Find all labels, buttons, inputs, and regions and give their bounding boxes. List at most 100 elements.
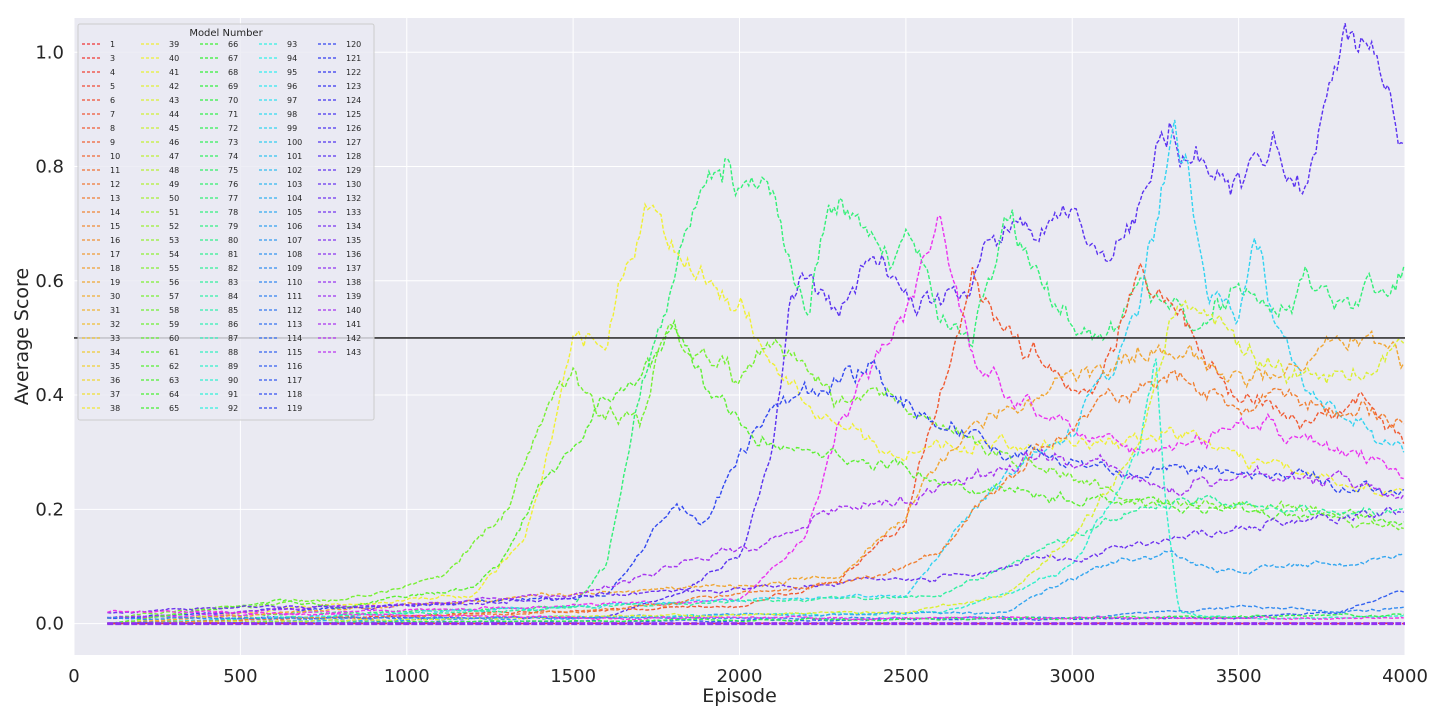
legend-label: 11 xyxy=(110,166,120,175)
legend-label: 31 xyxy=(110,306,120,315)
legend-label: 10 xyxy=(110,152,120,161)
legend-label: 81 xyxy=(228,250,238,259)
legend-label: 142 xyxy=(346,334,361,343)
legend-label: 107 xyxy=(287,236,302,245)
legend-label: 128 xyxy=(346,152,361,161)
legend-box xyxy=(77,23,375,421)
legend-label: 118 xyxy=(287,390,302,399)
legend-label: 15 xyxy=(110,222,120,231)
legend-label: 35 xyxy=(110,362,120,371)
legend-label: 59 xyxy=(169,320,179,329)
legend-label: 84 xyxy=(228,292,238,301)
legend-label: 104 xyxy=(287,194,302,203)
legend-label: 126 xyxy=(346,124,361,133)
legend-label: 95 xyxy=(287,68,297,77)
legend-label: 69 xyxy=(228,82,238,91)
legend-label: 91 xyxy=(228,390,238,399)
legend-label: 72 xyxy=(228,124,238,133)
legend-label: 39 xyxy=(169,40,179,49)
series-line-97 xyxy=(107,119,1405,625)
series-line-103 xyxy=(107,604,1404,621)
legend-label: 108 xyxy=(287,250,302,259)
legend-label: 79 xyxy=(228,222,238,231)
legend-label: 64 xyxy=(169,390,179,399)
legend-label: 18 xyxy=(110,264,120,273)
legend-label: 5 xyxy=(110,82,115,91)
legend-label: 136 xyxy=(346,250,361,259)
legend-label: 105 xyxy=(287,208,302,217)
legend-label: 65 xyxy=(169,404,179,413)
legend-label: 85 xyxy=(228,306,238,315)
y-tick-label: 0.0 xyxy=(35,614,64,635)
legend-label: 115 xyxy=(287,348,302,357)
legend-label: 82 xyxy=(228,264,238,273)
series-line-20b xyxy=(107,368,1405,625)
legend-label: 54 xyxy=(169,250,179,259)
legend-label: 86 xyxy=(228,320,238,329)
legend-label: 47 xyxy=(169,152,179,161)
legend-label: 92 xyxy=(228,404,238,413)
x-tick-label: 4000 xyxy=(1382,666,1428,687)
x-tick-label: 2000 xyxy=(717,666,763,687)
legend-label: 112 xyxy=(287,306,302,315)
series-line-125 xyxy=(107,506,1404,614)
legend-label: 99 xyxy=(287,124,297,133)
x-tick-label: 2500 xyxy=(883,666,929,687)
legend-label: 41 xyxy=(169,68,179,77)
legend-label: 103 xyxy=(287,180,302,189)
legend-label: 130 xyxy=(346,180,361,189)
series-line-57 xyxy=(107,323,1404,619)
legend-label: 48 xyxy=(169,166,179,175)
legend-label: 97 xyxy=(287,96,297,105)
legend-label: 34 xyxy=(110,348,120,357)
legend-label: 9 xyxy=(110,138,115,147)
legend-label: 80 xyxy=(228,236,238,245)
legend-label: 43 xyxy=(169,96,179,105)
series-line-69 xyxy=(107,157,1405,619)
legend-label: 114 xyxy=(287,334,302,343)
legend-label: 117 xyxy=(287,376,302,385)
x-tick-label: 3500 xyxy=(1216,666,1262,687)
legend-label: 143 xyxy=(346,348,361,357)
legend-label: 116 xyxy=(287,362,302,371)
legend: Model Number 134567891011121314151617181… xyxy=(77,23,375,421)
legend-label: 88 xyxy=(228,348,238,357)
legend-label: 37 xyxy=(110,390,120,399)
y-tick-label: 0.4 xyxy=(35,385,64,406)
legend-label: 123 xyxy=(346,82,361,91)
x-tick-labels: 0 500 1000 1500 2000 2500 3000 3500 4000 xyxy=(68,666,1428,687)
legend-label: 67 xyxy=(228,54,238,63)
legend-label: 111 xyxy=(287,292,302,301)
legend-label: 113 xyxy=(287,320,302,329)
legend-label: 7 xyxy=(110,110,115,119)
legend-label: 141 xyxy=(346,320,361,329)
legend-label: 70 xyxy=(228,96,238,105)
legend-label: 4 xyxy=(110,68,115,77)
series-line-60 xyxy=(107,318,1405,625)
legend-label: 137 xyxy=(346,264,361,273)
y-tick-label: 0.2 xyxy=(35,499,64,520)
legend-label: 46 xyxy=(169,138,179,147)
legend-label: 8 xyxy=(110,124,115,133)
legend-label: 73 xyxy=(228,138,238,147)
legend-label: 134 xyxy=(346,222,361,231)
legend-label: 51 xyxy=(169,208,179,217)
legend-label: 138 xyxy=(346,278,361,287)
legend-label: 16 xyxy=(110,236,120,245)
x-tick-label: 500 xyxy=(223,666,257,687)
legend-label: 125 xyxy=(346,110,361,119)
legend-label: 77 xyxy=(228,194,238,203)
legend-label: 75 xyxy=(228,166,238,175)
legend-label: 6 xyxy=(110,96,115,105)
legend-label: 127 xyxy=(346,138,361,147)
legend-label: 121 xyxy=(346,54,361,63)
y-tick-labels: 0.0 0.2 0.4 0.6 0.8 1.0 xyxy=(35,42,64,634)
y-tick-label: 0.6 xyxy=(35,271,64,292)
y-tick-label: 1.0 xyxy=(35,42,64,63)
legend-label: 19 xyxy=(110,278,120,287)
legend-label: 36 xyxy=(110,376,120,385)
legend-label: 63 xyxy=(169,376,179,385)
legend-label: 98 xyxy=(287,110,297,119)
y-tick-label: 0.8 xyxy=(35,157,64,178)
legend-entries: 1345678910111213141516171819303132333435… xyxy=(82,40,361,413)
